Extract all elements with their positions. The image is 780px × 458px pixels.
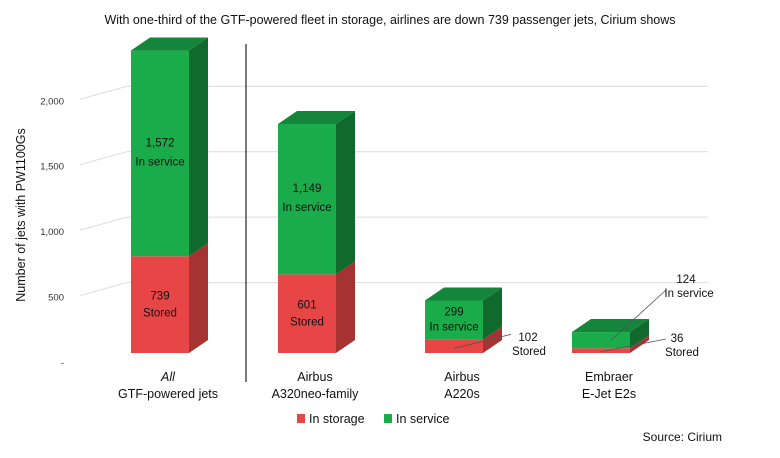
- grid-line-diagonal: [79, 85, 128, 100]
- x-tick-label-line1: Embraer: [585, 370, 633, 384]
- bar-front: [278, 274, 336, 353]
- in-service-sub-label: In service: [135, 156, 184, 168]
- bar-side: [189, 37, 208, 257]
- bar-in-service-0: [131, 37, 208, 257]
- grid-lines: [79, 85, 708, 297]
- legend-swatch: [297, 414, 305, 423]
- bar-front: [425, 300, 483, 340]
- in-service-value-label: 299: [444, 307, 463, 319]
- bar-in-service-2: [425, 287, 502, 340]
- bar-front: [425, 339, 483, 353]
- x-tick-label-line2: A320neo-family: [272, 387, 360, 401]
- chart-title: With one-third of the GTF-powered fleet …: [104, 13, 675, 27]
- callout-leader: [600, 338, 667, 353]
- x-tick-label-line2: E-Jet E2s: [582, 387, 636, 401]
- bar-side: [336, 261, 355, 353]
- y-axis: - 500 1,000 1,500 2,000: [40, 96, 64, 369]
- grid-line-diagonal: [79, 282, 128, 297]
- bar-stored-0: [131, 243, 208, 353]
- bar-front: [131, 256, 189, 353]
- bar-in-service-1: [278, 110, 355, 275]
- in-service-sub-label: In service: [429, 322, 478, 334]
- x-tick-label-line1: All: [160, 370, 176, 384]
- legend-label: In storage: [309, 412, 365, 426]
- x-tick-label-line1: Airbus: [297, 370, 332, 384]
- stored-sub-label: Stored: [290, 317, 324, 329]
- bar-group: 1,572 In service 1,149 In service 299 In serv…: [131, 37, 714, 359]
- bar-front: [278, 123, 336, 275]
- bar-top: [425, 287, 502, 301]
- callout-leader: [610, 289, 667, 341]
- in-service-sub-label: In service: [282, 202, 331, 214]
- y-tick-label: 500: [48, 293, 64, 304]
- bar-side: [483, 287, 502, 340]
- legend-swatch: [384, 414, 392, 423]
- x-tick-label-line2: A220s: [444, 387, 479, 401]
- callout-stored-value: 36: [671, 333, 684, 345]
- x-axis-labels: All GTF-powered jets Airbus A320neo-family A…: [118, 370, 636, 401]
- stored-value-label: 739: [150, 291, 169, 303]
- y-tick-label: 1,500: [40, 162, 64, 173]
- bar-side: [630, 319, 649, 349]
- bar-top: [572, 319, 649, 333]
- y-axis-label: Number of jets with PW1100Gs: [14, 128, 28, 301]
- x-tick-label-line2: GTF-powered jets: [118, 387, 218, 401]
- bar-side: [189, 243, 208, 353]
- stored-value-label: 601: [297, 300, 316, 312]
- in-service-value-label: 1,572: [146, 137, 175, 149]
- stored-sub-label: Stored: [143, 308, 177, 320]
- grid-line-diagonal: [79, 151, 128, 166]
- bar-front: [572, 348, 630, 353]
- x-tick-label-line1: Airbus: [444, 370, 479, 384]
- callout-leader: [453, 333, 512, 349]
- legend-label: In service: [396, 412, 450, 426]
- y-tick-label: 2,000: [40, 96, 64, 107]
- in-service-value-label: 1,149: [293, 183, 322, 195]
- bar-stored-1: [278, 261, 355, 353]
- bar-stored-2: [425, 326, 502, 353]
- callout-stored-value: 102: [518, 332, 537, 344]
- bar-top: [278, 110, 355, 124]
- bar-front: [572, 332, 630, 349]
- legend: In storage In service: [297, 412, 450, 426]
- y-tick-label: -: [61, 358, 64, 369]
- bar-top: [131, 37, 208, 51]
- bar-side: [336, 110, 355, 275]
- grid-line-diagonal: [79, 216, 128, 231]
- callout-stored-label: Stored: [665, 347, 699, 359]
- callout-in-service-label: In service: [664, 288, 713, 300]
- callout-in-service-value: 124: [676, 274, 696, 286]
- source-note: Source: Cirium: [643, 430, 722, 444]
- bar-front: [131, 50, 189, 257]
- bar-side: [483, 326, 502, 353]
- callout-stored-label: Stored: [512, 346, 546, 358]
- y-tick-label: 1,000: [40, 227, 64, 238]
